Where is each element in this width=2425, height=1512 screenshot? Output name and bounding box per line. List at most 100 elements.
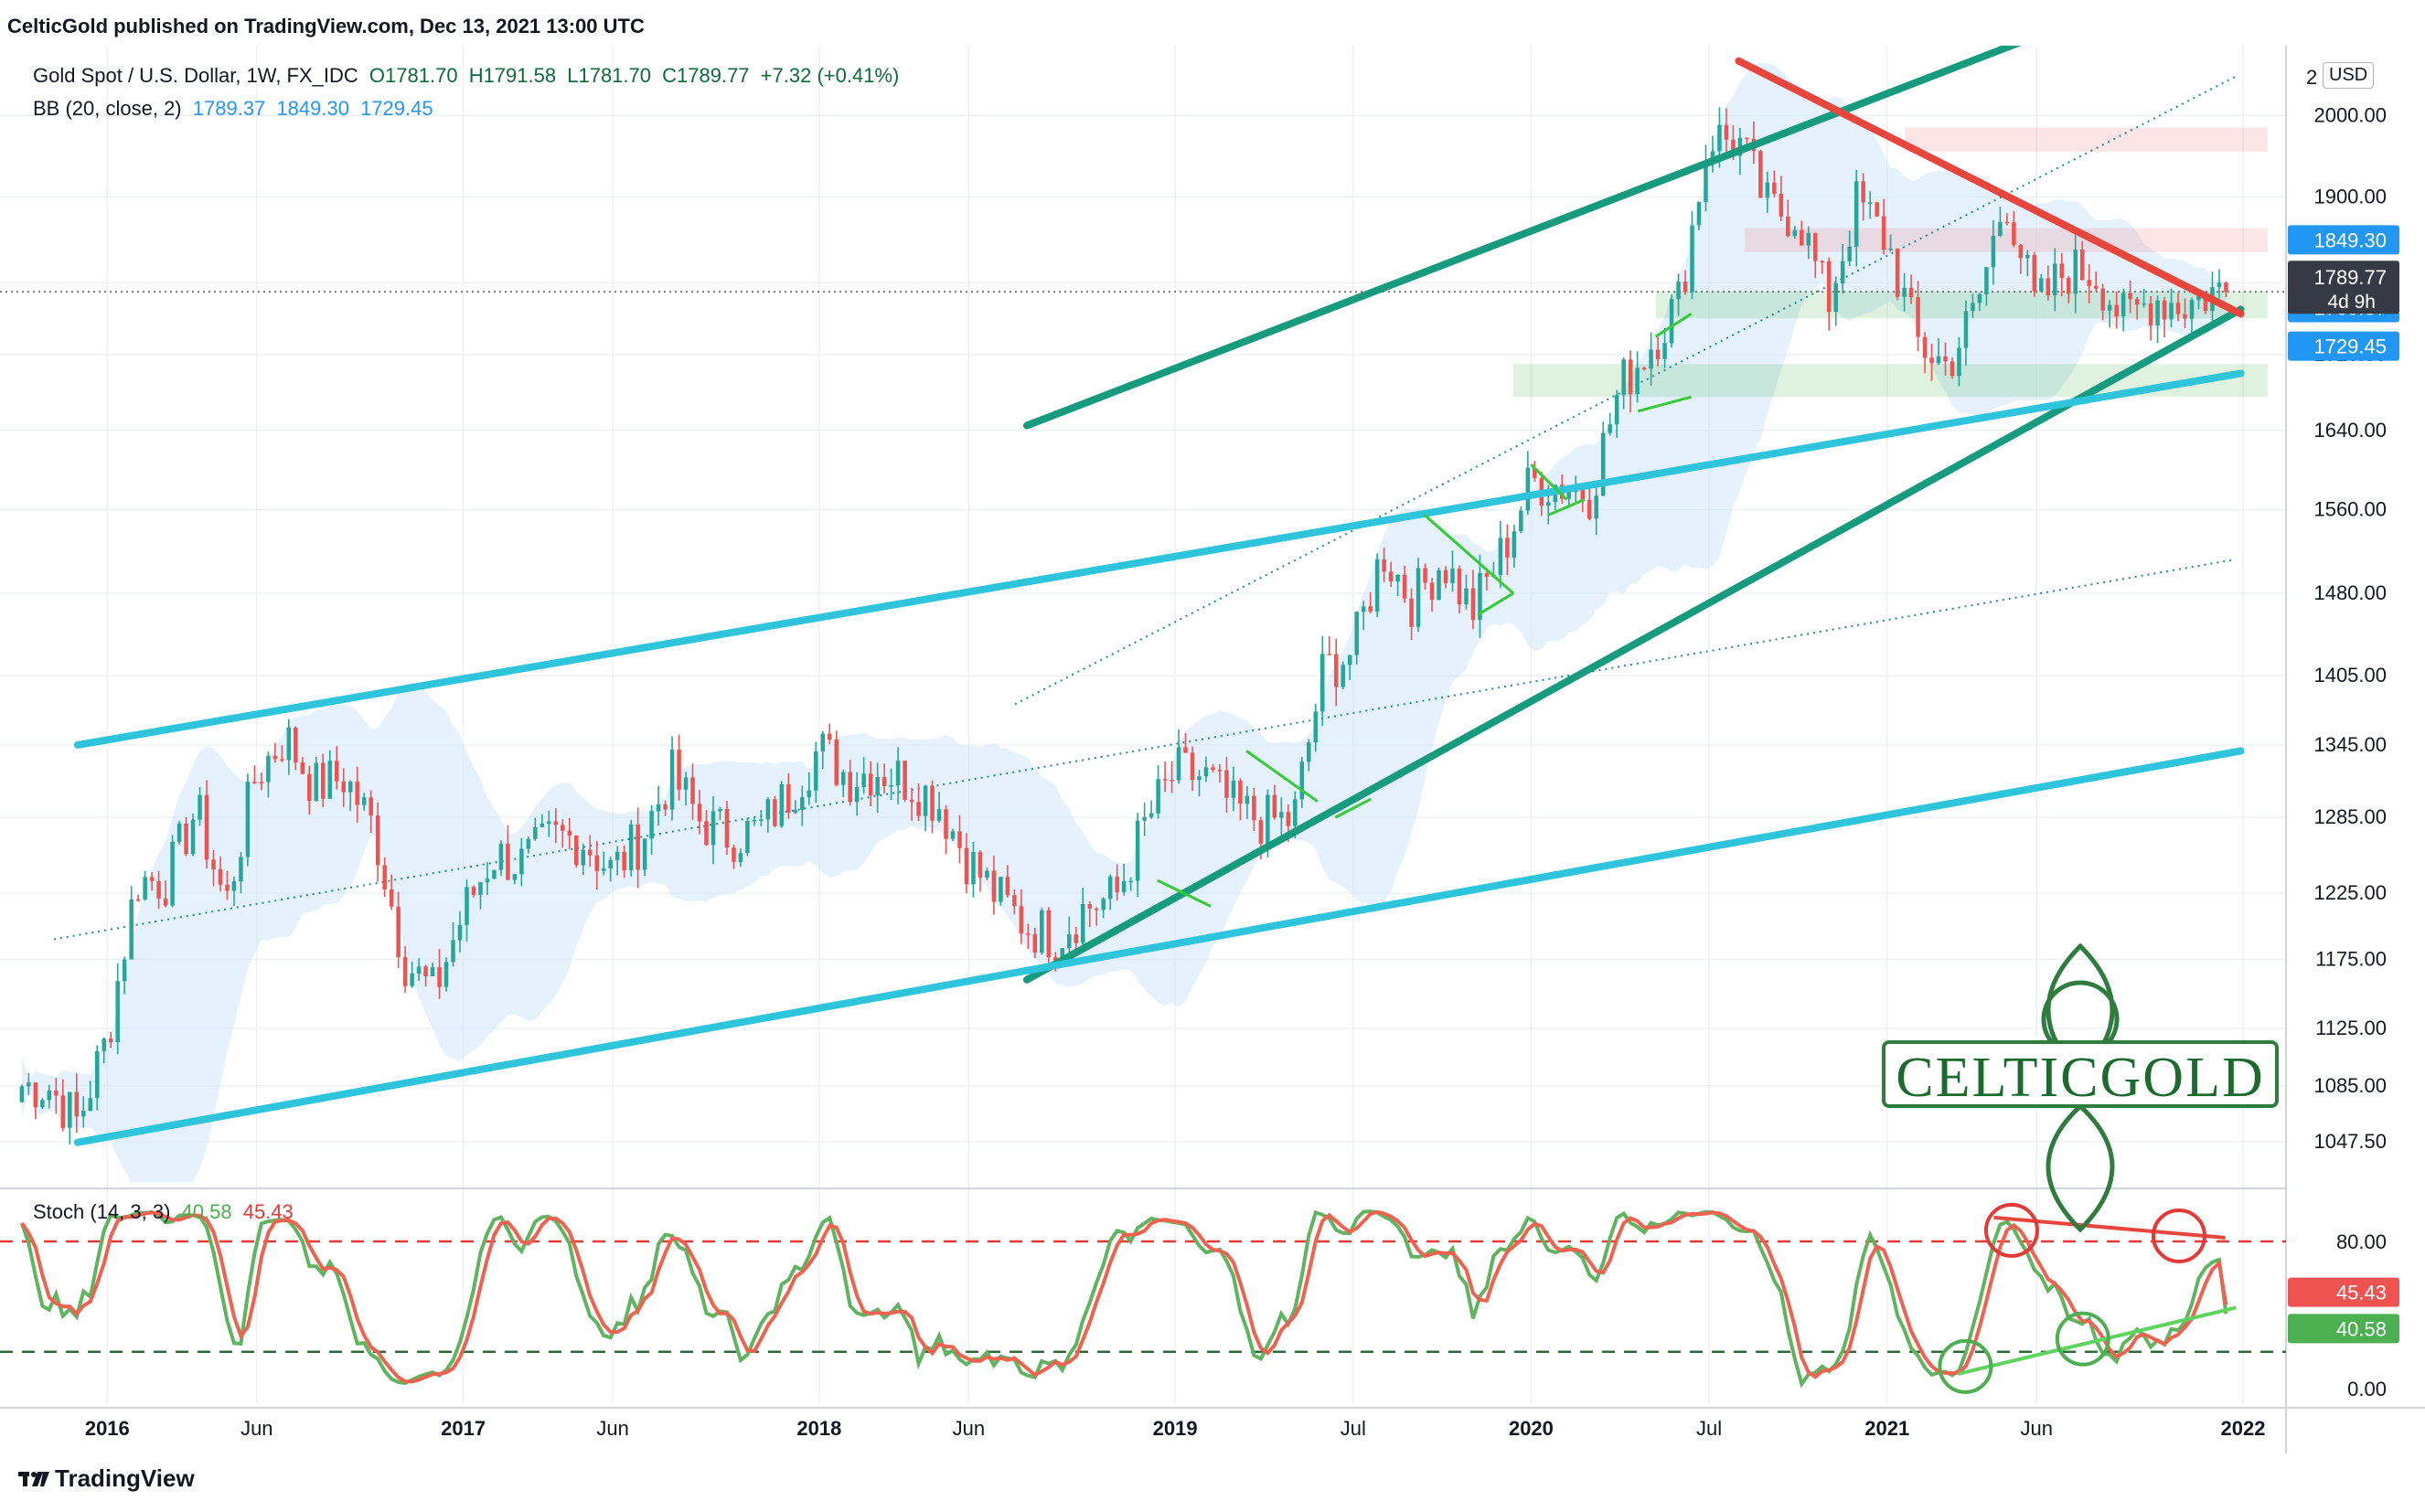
candle-body — [225, 884, 230, 891]
bb-lower-value: 1729.45 — [360, 97, 433, 120]
candle-body — [47, 1090, 52, 1101]
candle-body — [1368, 606, 1373, 612]
candle-body — [1600, 432, 1606, 496]
candle-body — [2203, 293, 2208, 312]
candle-body — [1710, 151, 1715, 162]
candle-body — [1437, 570, 1441, 601]
candle-body — [1005, 877, 1010, 896]
candle-body — [950, 831, 956, 839]
candle-body — [1833, 282, 1838, 313]
candle-body — [184, 823, 188, 855]
candle-body — [88, 1098, 93, 1112]
candle-body — [1950, 361, 1955, 377]
candle-body — [1341, 665, 1345, 687]
bb-label[interactable]: BB (20, close, 2) — [33, 97, 182, 120]
candle-body — [54, 1090, 59, 1096]
candle-body — [1655, 349, 1661, 359]
candle-body — [745, 821, 750, 854]
candle-body — [170, 841, 175, 906]
candle-body — [1067, 934, 1072, 949]
time-tick-label: Jul — [1341, 1417, 1366, 1440]
stoch-label[interactable]: Stoch (14, 3, 3) — [33, 1200, 171, 1223]
stoch-highlight-circle — [2055, 1311, 2110, 1367]
candle-body — [2134, 299, 2140, 305]
candle-body — [1238, 781, 1243, 804]
candle-body — [143, 877, 147, 900]
candle-body — [2217, 282, 2222, 288]
candle-body — [1470, 588, 1476, 621]
candle-body — [2066, 278, 2071, 294]
candle-body — [1087, 903, 1092, 909]
symbol-title[interactable]: Gold Spot / U.S. Dollar, 1W, FX_IDC — [33, 64, 358, 87]
candle-body — [1792, 229, 1798, 237]
tradingview-label[interactable]: TradingView — [55, 1464, 195, 1492]
candle-body — [485, 878, 490, 883]
candle-body — [1197, 776, 1202, 781]
candle-body — [2169, 303, 2174, 320]
candle-body — [636, 824, 640, 870]
ohlc-low: L1781.70 — [567, 64, 651, 87]
candle-body — [122, 959, 127, 982]
price-tick-label: 1405.00 — [2313, 664, 2387, 687]
candle-body — [108, 1038, 113, 1043]
price-tick-label: 1125.00 — [2315, 1017, 2387, 1039]
candle-body — [1320, 654, 1325, 712]
candle-body — [628, 824, 634, 870]
tradingview-brand: TradingView — [18, 1464, 195, 1493]
time-tick-label: 2021 — [1864, 1417, 1909, 1440]
candle-body — [129, 899, 134, 960]
price-tick-label: 1285.00 — [2313, 805, 2387, 828]
candle-body — [1594, 495, 1598, 519]
candle-body — [1347, 655, 1352, 665]
stoch-value-badge: 45.43 — [2336, 1282, 2387, 1304]
candle-body — [1586, 499, 1592, 519]
candle-body — [1258, 820, 1264, 844]
candle-body — [1374, 559, 1380, 612]
candle-body — [738, 853, 743, 862]
candle-body — [2148, 303, 2153, 325]
candle-body — [1991, 235, 1996, 268]
candle-body — [2032, 254, 2037, 292]
currency-button[interactable]: USD — [2323, 62, 2375, 89]
candle-body — [259, 782, 264, 784]
celticgold-banner — [1882, 1040, 2279, 1108]
candle-body — [321, 762, 326, 799]
candle-body — [1395, 574, 1400, 582]
candle-body — [779, 783, 785, 826]
candle-body — [1115, 876, 1119, 893]
candle-body — [410, 973, 414, 986]
candle-body — [1621, 359, 1626, 396]
tradingview-logo-icon — [18, 1471, 49, 1486]
candle-body — [614, 851, 620, 860]
time-tick-label: 2018 — [796, 1417, 841, 1440]
trendline-1 — [1022, 305, 2245, 984]
candle-body — [594, 855, 599, 871]
candle-body — [1203, 767, 1209, 777]
candle-body — [895, 761, 901, 786]
candle-body — [732, 847, 736, 862]
candle-body — [1519, 510, 1523, 532]
flag-pattern-line — [1334, 797, 1372, 819]
candle-body — [649, 811, 654, 839]
candle-body — [656, 804, 661, 812]
candle-body — [1888, 249, 1893, 250]
bb-basis-value: 1789.37 — [192, 97, 266, 120]
candle-body — [382, 865, 387, 889]
candle-body — [2059, 263, 2065, 279]
candle-body — [1183, 747, 1188, 753]
candle-body — [2100, 288, 2105, 311]
candle-body — [2025, 254, 2030, 259]
candle-body — [814, 751, 818, 791]
candle-body — [1525, 467, 1531, 511]
candle-body — [2004, 221, 2010, 224]
candle-body — [930, 785, 935, 821]
candle-body — [765, 799, 771, 820]
price-tick-label: 1225.00 — [2313, 881, 2387, 904]
candle-body — [478, 882, 483, 896]
candle-body — [1040, 910, 1044, 953]
candle-body — [944, 809, 948, 839]
candle-body — [451, 940, 455, 963]
candle-body — [1936, 356, 1941, 364]
candle-body — [800, 797, 805, 811]
candle-body — [211, 859, 216, 869]
